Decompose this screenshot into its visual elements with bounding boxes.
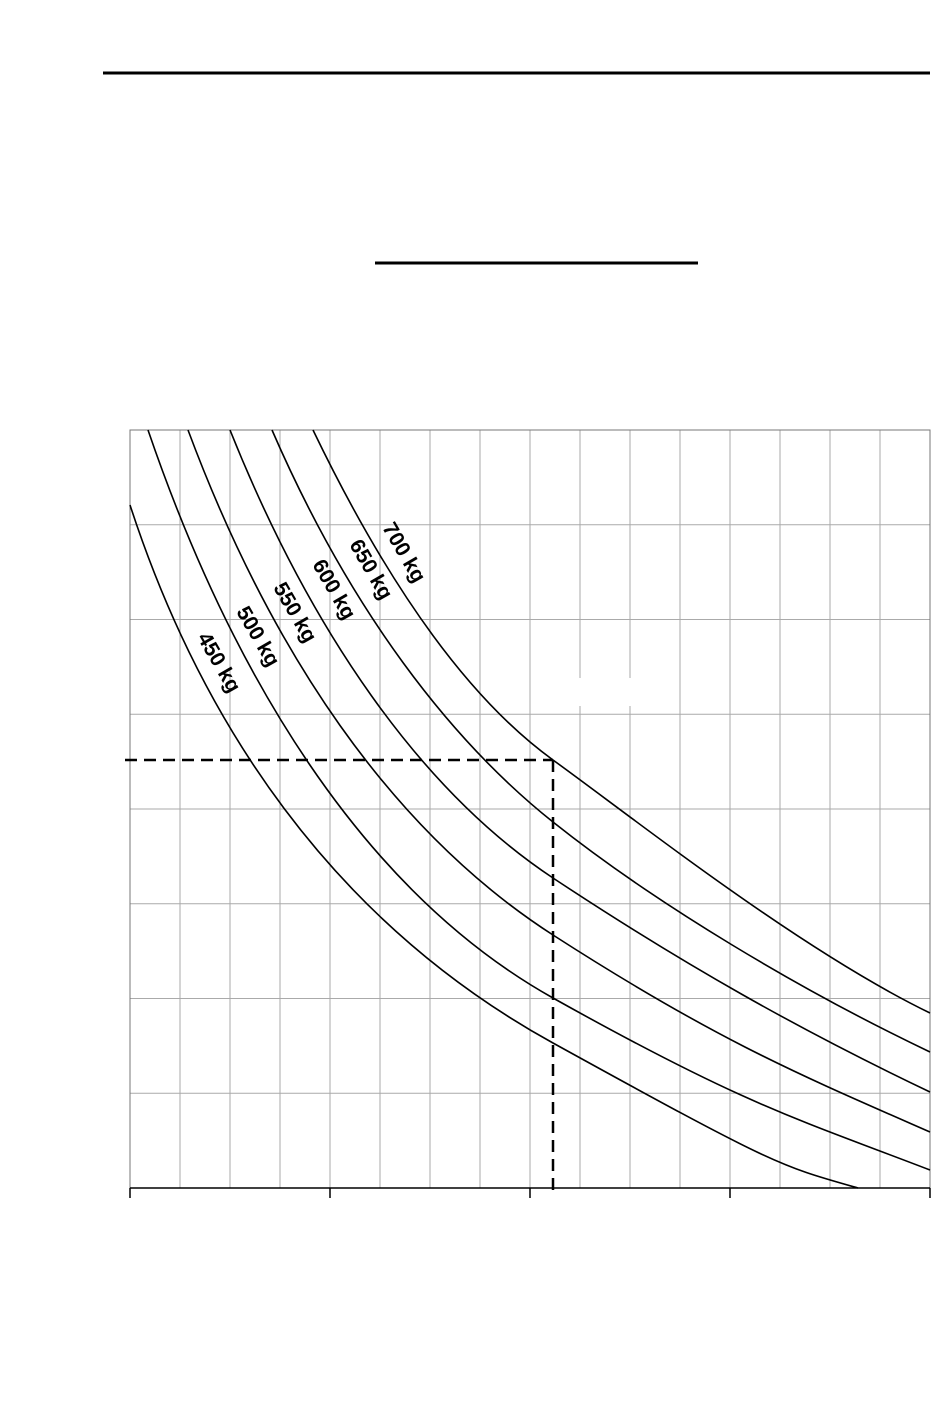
curve — [129, 504, 859, 1189]
reading-lines — [125, 758, 555, 1196]
x-ticks — [129, 1188, 931, 1198]
curve — [229, 429, 931, 1093]
curve — [312, 429, 931, 1014]
curve — [271, 429, 931, 1053]
curve-label: 550 kg — [269, 578, 322, 646]
curve — [187, 429, 931, 1133]
blank-patch — [578, 678, 632, 706]
curve-label: 500 kg — [232, 602, 285, 670]
curve-label: 600 kg — [308, 555, 361, 623]
curve-label: 450 kg — [193, 628, 246, 696]
grid — [130, 430, 930, 1188]
curve — [147, 429, 931, 1171]
